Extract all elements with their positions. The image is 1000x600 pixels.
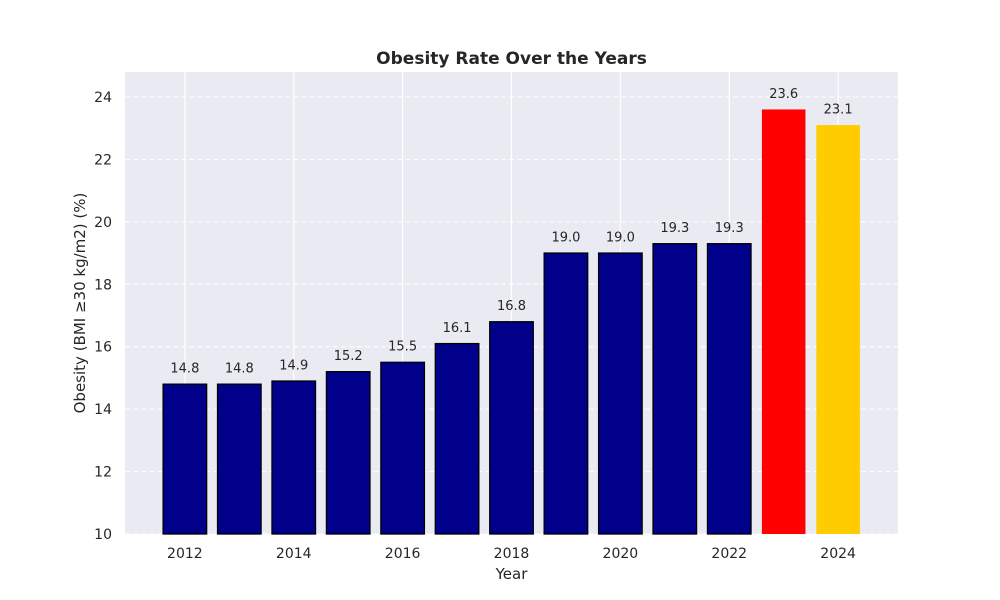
value-label-2020: 19.0 bbox=[606, 230, 635, 245]
x-tick-2012: 2012 bbox=[167, 546, 203, 562]
y-tick-14: 14 bbox=[94, 402, 112, 418]
value-label-2012: 14.8 bbox=[170, 362, 199, 377]
bar-2023 bbox=[761, 109, 806, 534]
value-label-2022: 19.3 bbox=[715, 221, 744, 236]
x-tick-labels: 2012 2014 2016 2018 2020 2022 2024 bbox=[167, 546, 856, 562]
value-label-2015: 15.2 bbox=[334, 349, 363, 364]
value-label-2017: 16.1 bbox=[443, 321, 472, 336]
value-labels: 14.8 14.8 14.9 15.2 15.5 16.1 16.8 19.0 19.0 19.3… bbox=[170, 87, 852, 377]
x-tick-2024: 2024 bbox=[820, 546, 856, 562]
value-label-2021: 19.3 bbox=[660, 221, 689, 236]
x-tick-2020: 2020 bbox=[603, 546, 639, 562]
value-label-2018: 16.8 bbox=[497, 299, 526, 314]
value-label-2019: 19.0 bbox=[551, 230, 580, 245]
y-axis-label: Obesity (BMI ≥30 kg/m2) (%) bbox=[71, 193, 89, 414]
y-tick-20: 20 bbox=[94, 215, 112, 231]
x-tick-2014: 2014 bbox=[276, 546, 312, 562]
y-tick-12: 12 bbox=[94, 465, 112, 481]
chart-title: Obesity Rate Over the Years bbox=[376, 49, 647, 69]
bar-2016 bbox=[380, 361, 426, 535]
bar-2022 bbox=[706, 243, 752, 535]
value-label-2023: 23.6 bbox=[769, 87, 798, 102]
bar-2014 bbox=[271, 380, 317, 535]
bar-2019 bbox=[543, 252, 589, 535]
x-tick-2022: 2022 bbox=[711, 546, 747, 562]
bar-2015 bbox=[325, 371, 371, 535]
bar-2017 bbox=[434, 342, 480, 535]
y-tick-labels: 10 12 14 16 18 20 22 24 bbox=[94, 90, 112, 543]
y-tick-24: 24 bbox=[94, 90, 112, 106]
bars bbox=[162, 109, 860, 535]
value-label-2014: 14.9 bbox=[279, 358, 308, 373]
x-tick-2018: 2018 bbox=[494, 546, 530, 562]
y-tick-22: 22 bbox=[94, 152, 112, 168]
y-tick-18: 18 bbox=[94, 277, 112, 293]
bar-2013 bbox=[216, 383, 262, 535]
bar-2024 bbox=[816, 125, 860, 534]
value-label-2013: 14.8 bbox=[225, 362, 254, 377]
y-tick-10: 10 bbox=[94, 527, 112, 543]
bar-2018 bbox=[489, 321, 534, 535]
value-label-2024: 23.1 bbox=[824, 102, 853, 117]
bar-2021 bbox=[652, 243, 698, 535]
bar-2020 bbox=[597, 252, 643, 535]
value-label-2016: 15.5 bbox=[388, 340, 417, 355]
bar-2012 bbox=[162, 383, 208, 535]
x-axis-label: Year bbox=[495, 565, 529, 583]
y-tick-16: 16 bbox=[94, 340, 112, 356]
x-tick-2016: 2016 bbox=[385, 546, 421, 562]
